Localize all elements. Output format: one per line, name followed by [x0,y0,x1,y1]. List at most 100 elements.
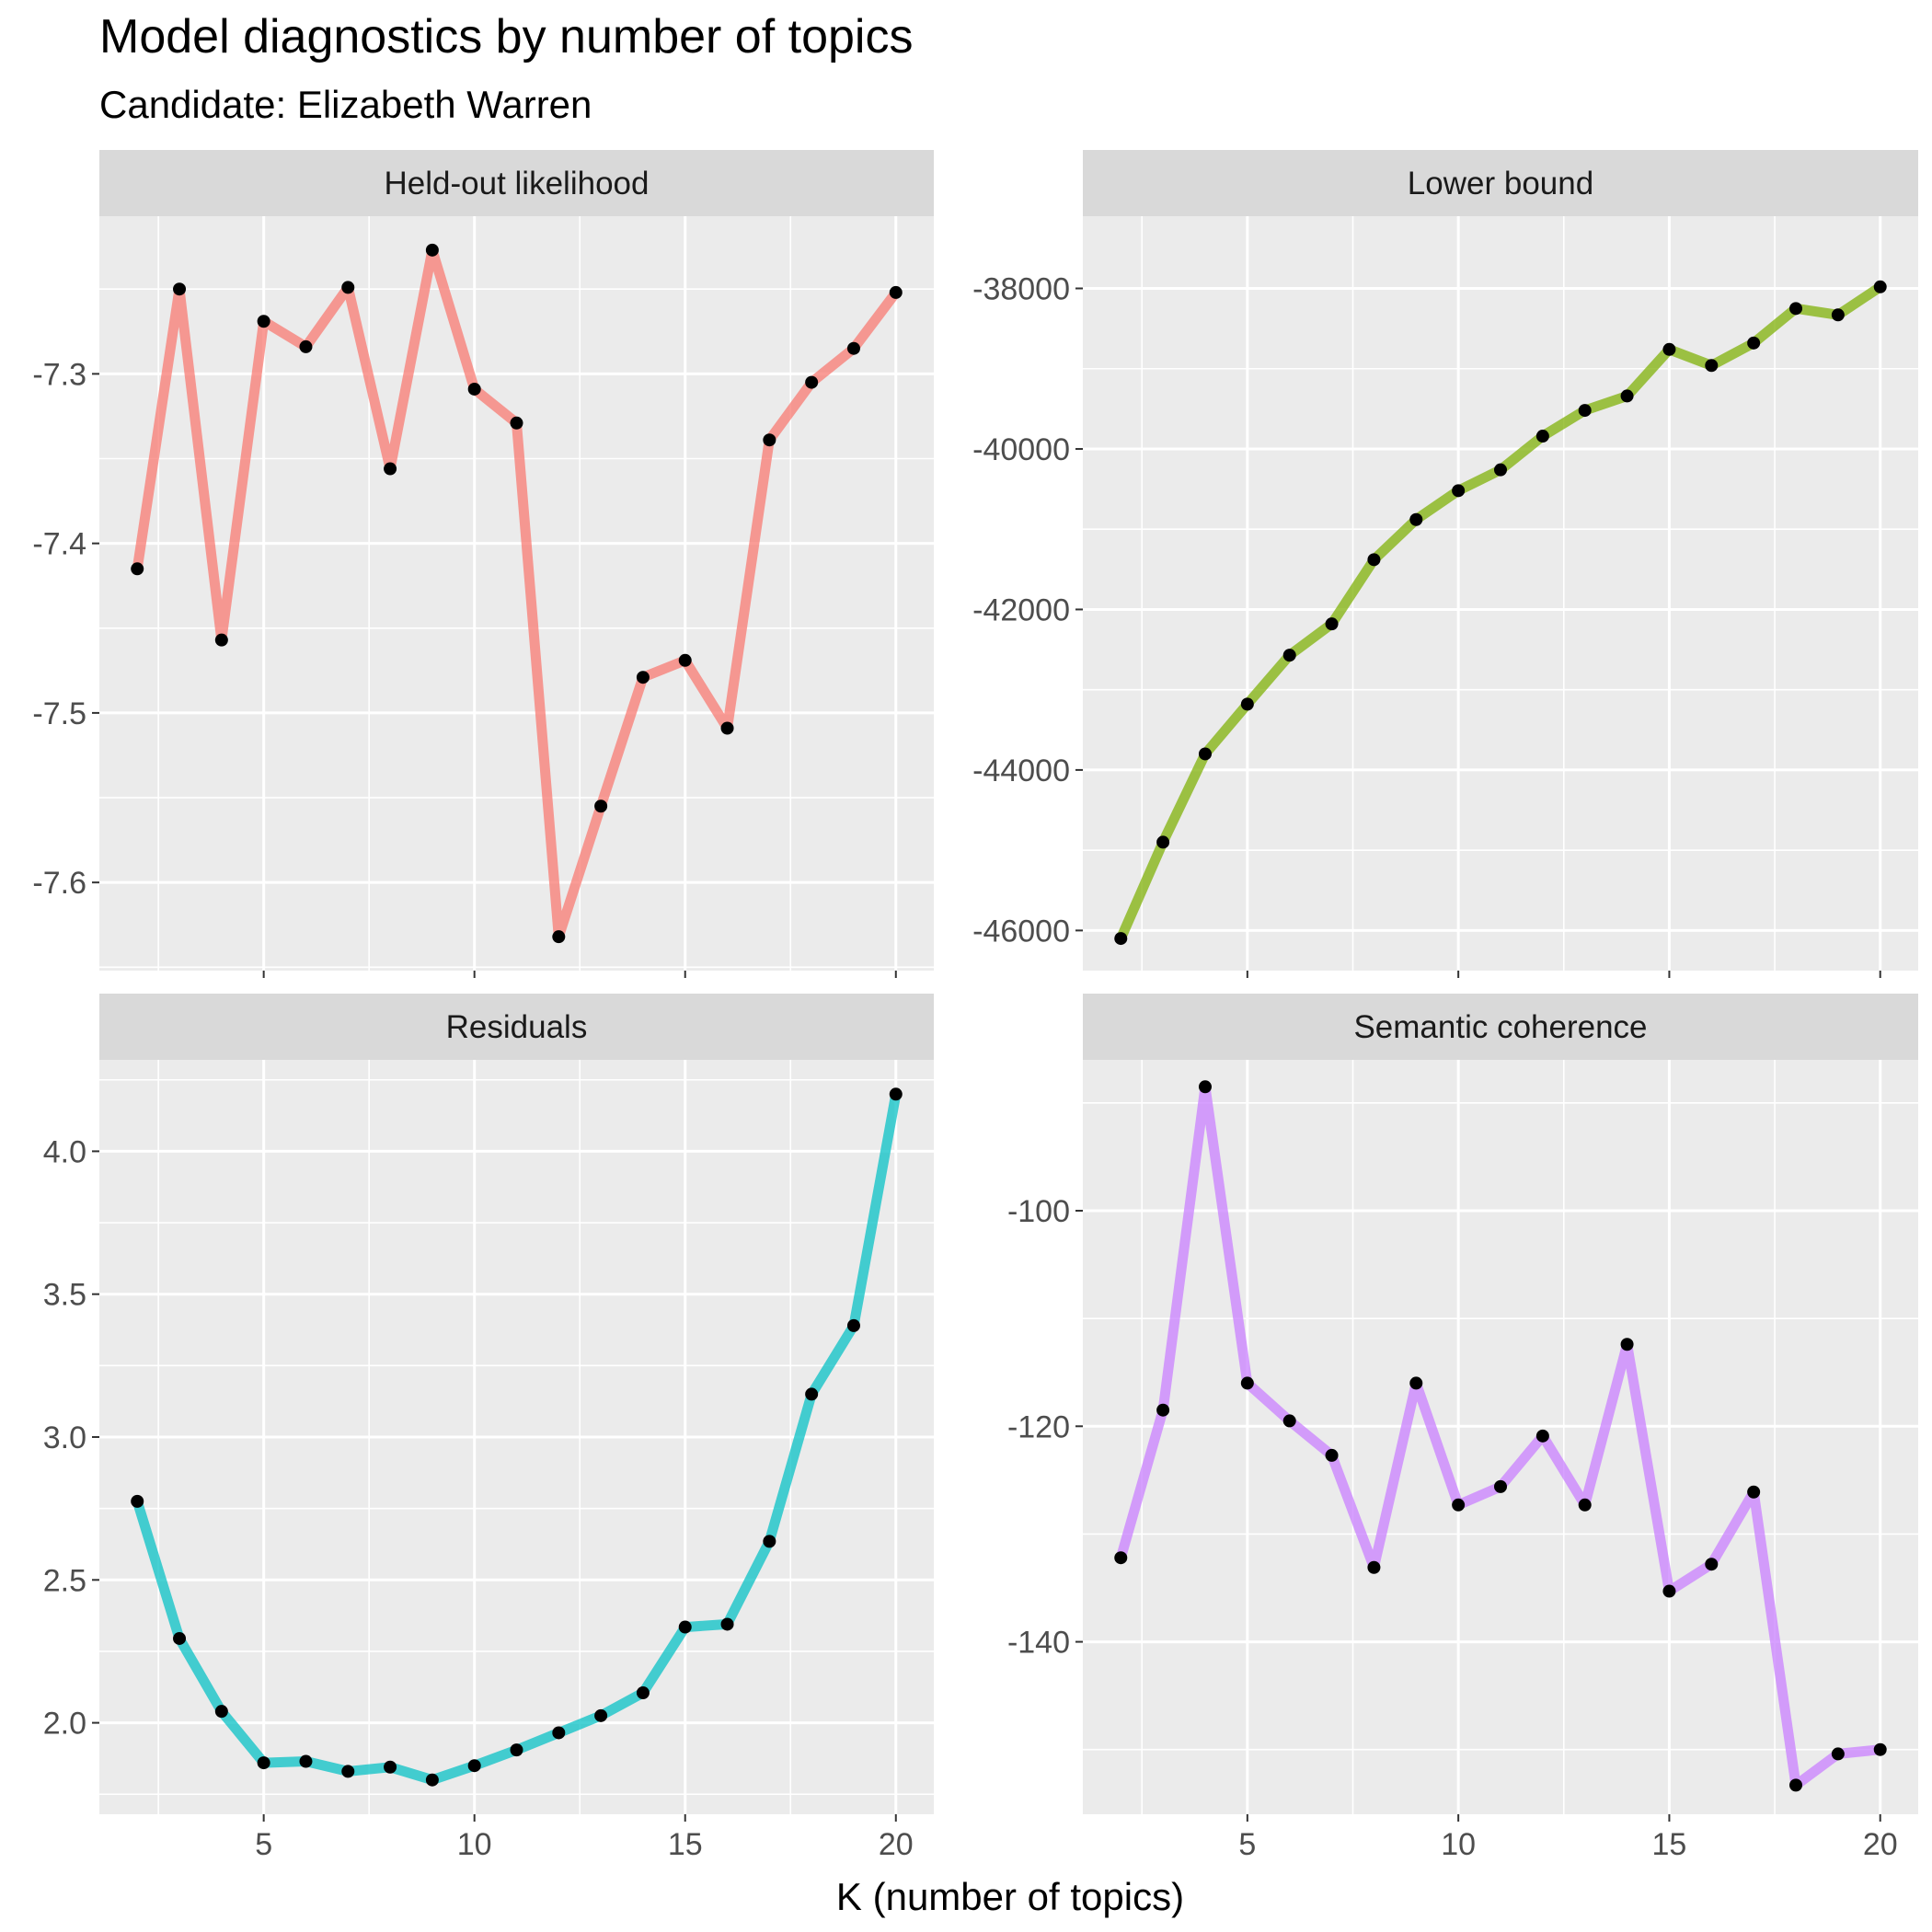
x-tick-label: 10 [1441,1827,1476,1862]
x-axis-label: K (number of topics) [835,1875,1185,1918]
y-tick-label: -7.3 [32,357,86,392]
facet-strip-label: Semantic coherence [1353,1009,1647,1045]
data-point [889,1087,903,1101]
data-point [846,341,860,355]
chart-title: Model diagnostics by number of topics [99,10,914,63]
data-point [552,930,566,944]
data-point [1873,1742,1887,1756]
data-point [510,416,523,430]
data-point [1282,649,1296,662]
facet-strip [99,994,934,1060]
data-point [1409,1376,1423,1390]
data-point [341,281,355,294]
x-tick-label: 15 [668,1827,703,1862]
data-point [173,1631,187,1645]
x-tick-label: 5 [255,1827,272,1862]
panel-background [1083,1060,1918,1814]
facet-strip-label: Held-out likelihood [385,166,650,201]
data-point [1747,1485,1761,1499]
data-point [636,1685,650,1699]
data-point [552,1726,566,1740]
panel-background [1083,216,1918,971]
data-point [678,1620,692,1634]
facet-lower-bound: Lower bound -46000 -44000 -42000 -40000 -3800… [972,150,1918,978]
data-point [1325,617,1339,631]
data-point [257,1756,270,1770]
data-point [763,433,776,447]
data-point [1831,308,1845,322]
y-tick-label: 2.5 [43,1563,86,1598]
data-point [1198,1080,1212,1094]
x-tick-label: 20 [879,1827,914,1862]
data-point [1705,359,1719,373]
y-tick-label: -100 [1007,1194,1070,1229]
data-point [1662,342,1676,356]
data-point [1494,463,1507,477]
data-point [425,1773,439,1787]
data-point [1156,835,1170,849]
data-point [1452,484,1466,498]
data-point [1620,1338,1634,1351]
data-point [1452,1498,1466,1512]
data-point [763,1535,776,1548]
data-point [214,633,228,647]
facet-semantic-coherence: Semantic coherence -140 -120 -100 5 10 15 20 [1007,994,1918,1862]
data-point [594,799,608,813]
facet-strip-label: Residuals [446,1009,588,1045]
data-point [1535,1429,1549,1443]
data-point [173,282,187,296]
data-point [1282,1414,1296,1428]
x-tick-label: 15 [1652,1827,1687,1862]
facet-held-out-likelihood: Held-out likelihood -7.6 -7.5 -7.4 -7.3 [32,150,934,978]
data-point [1705,1558,1719,1571]
y-tick-label: -44000 [972,753,1070,788]
data-point [805,1387,819,1401]
data-point [720,721,734,735]
data-point [720,1617,734,1631]
data-point [257,315,270,328]
data-point [131,562,144,576]
data-point [1156,1403,1170,1417]
data-point [1409,512,1423,526]
y-tick-label: 3.5 [43,1278,86,1313]
data-point [1873,280,1887,293]
data-point [384,462,397,476]
data-point [1494,1479,1507,1493]
y-tick-label: -46000 [972,914,1070,949]
facet-strip [1083,150,1918,216]
data-point [214,1705,228,1719]
data-point [1789,1778,1803,1792]
facet-strip-label: Lower bound [1408,166,1593,201]
data-point [1240,697,1254,711]
data-point [341,1765,355,1778]
data-point [1367,553,1381,567]
data-point [636,671,650,684]
y-tick-label: -7.6 [32,866,86,901]
facet-strip [1083,994,1918,1060]
data-point [1578,1498,1592,1512]
y-tick-label: -38000 [972,272,1070,307]
data-point [1747,336,1761,350]
data-point [805,375,819,389]
data-point [1240,1376,1254,1390]
chart-subtitle: Candidate: Elizabeth Warren [99,83,592,126]
data-point [1789,302,1803,316]
data-point [678,653,692,667]
data-point [510,1743,523,1757]
data-point [384,1760,397,1774]
y-tick-label: -7.5 [32,696,86,731]
x-tick-label: 10 [457,1827,492,1862]
panel-background [99,216,934,971]
data-point [467,1759,481,1773]
data-point [131,1494,144,1508]
facet-strip [99,150,934,216]
data-point [1114,932,1128,946]
data-point [1831,1747,1845,1761]
data-point [467,382,481,396]
x-tick-label: 20 [1863,1827,1898,1862]
data-point [299,1754,313,1768]
data-point [1367,1560,1381,1574]
data-point [1114,1551,1128,1565]
y-tick-label: -120 [1007,1409,1070,1444]
y-tick-label: 3.0 [43,1420,86,1455]
